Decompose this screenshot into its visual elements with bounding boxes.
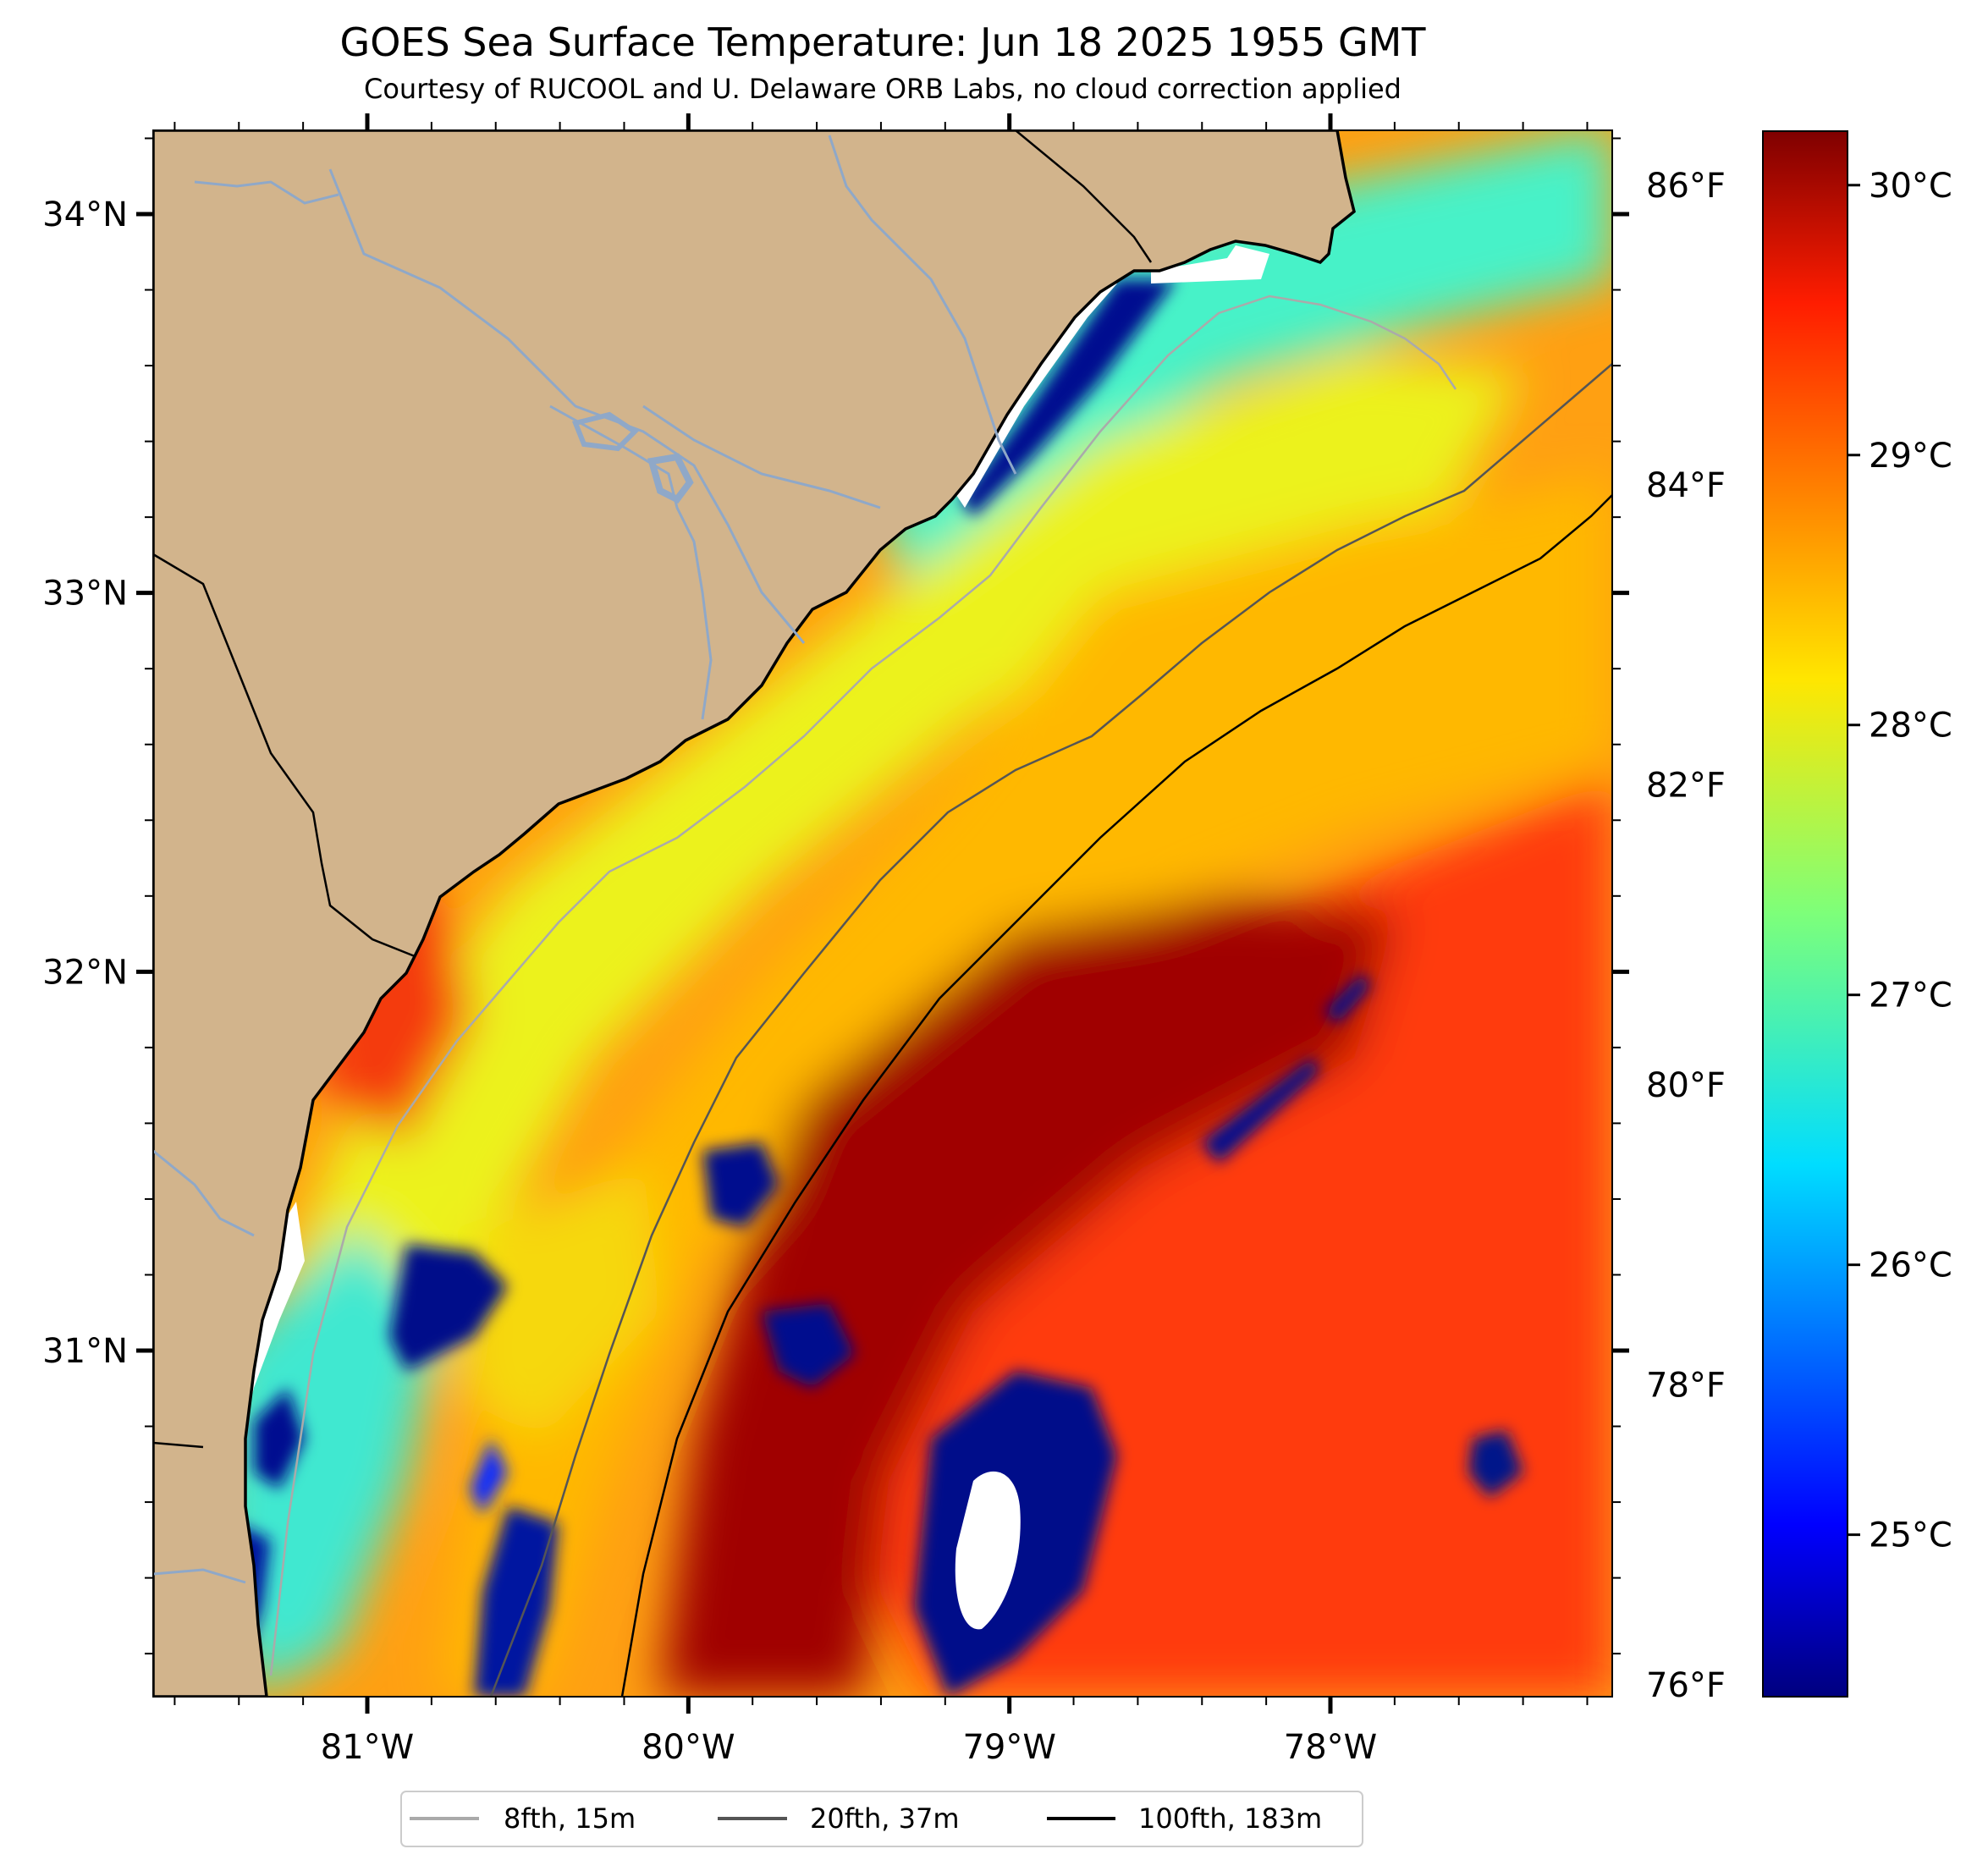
lat-tick-label: 33°N: [42, 575, 128, 614]
lat-tick-label: 31°N: [42, 1332, 128, 1371]
land-lines: [153, 130, 1153, 1584]
legend-item-100fth: 100fth, 183m: [1047, 1802, 1322, 1835]
colorbar-c-label: 28°C: [1869, 707, 1952, 746]
no-data-cloud: [955, 1471, 1021, 1630]
sst-orange-mid: [440, 474, 1612, 1697]
no-data-north-coast: [1151, 245, 1269, 283]
cold-patch-7: [1468, 1430, 1523, 1498]
lon-tick-label: 79°W: [962, 1728, 1055, 1767]
legend-item-20fth: 20fth, 37m: [718, 1802, 959, 1835]
colorbar-c-label: 27°C: [1869, 977, 1952, 1015]
sst-yellow-south-patch: [457, 1168, 660, 1439]
legend-item-8fth: 8fth, 15m: [410, 1802, 636, 1835]
lat-tick-label: 34°N: [42, 195, 128, 234]
map-subtitle: Courtesy of RUCOOL and U. Delaware ORB L…: [364, 73, 1402, 105]
lat-tick-label: 32°N: [42, 953, 128, 992]
contour-legend: 8fth, 15m 20fth, 37m 100fth, 183m: [400, 1791, 1363, 1847]
lake-1: [571, 411, 639, 452]
colorbar-f-label: 86°F: [1646, 167, 1726, 206]
cold-patch-3: [762, 1303, 855, 1388]
map-frame: [152, 129, 1613, 1698]
cold-patch-1: [389, 1244, 508, 1371]
legend-label-100fth: 100fth, 183m: [1138, 1802, 1322, 1835]
colorbar-c-label: 30°C: [1869, 167, 1952, 206]
river-1: [194, 180, 339, 205]
legend-label-8fth: 8fth, 15m: [504, 1802, 636, 1835]
contour-8fth: [269, 294, 1457, 1676]
colorbar-f-label: 82°F: [1646, 767, 1726, 806]
map-axis-ticks: 34°N 33°N 32°N 31°N 81°W 80°W 79°W 78°W: [42, 113, 1629, 1767]
map-area: [153, 130, 1612, 1697]
river-5: [549, 404, 713, 720]
cold-streak-2: [1324, 973, 1371, 1024]
river-7: [153, 1568, 246, 1584]
border-sc-nc: [1015, 130, 1153, 263]
cold-patch-8: [254, 1388, 305, 1489]
colorbar-f-label: 80°F: [1646, 1066, 1726, 1105]
river-4: [642, 404, 881, 509]
colorbar-c-label: 25°C: [1869, 1516, 1952, 1555]
land-mass: [153, 130, 1356, 1697]
border-ga-fl: [153, 1441, 204, 1449]
legend-box: [400, 1791, 1363, 1847]
contour-20fth: [489, 363, 1612, 1697]
colorbar-c-label: 26°C: [1869, 1246, 1952, 1285]
cold-nearshore-north: [961, 279, 1176, 516]
bathymetry-contours: [269, 294, 1612, 1697]
map-title: GOES Sea Surface Temperature: Jun 18 202…: [340, 19, 1427, 65]
colorbar-f-label: 76°F: [1646, 1666, 1726, 1705]
lon-tick-label: 78°W: [1284, 1728, 1377, 1767]
lon-tick-label: 80°W: [642, 1728, 735, 1767]
cold-patch-2: [702, 1142, 779, 1227]
contour-100fth: [620, 494, 1612, 1697]
cold-patch-5: [474, 1506, 559, 1697]
colorbar: [1762, 130, 1848, 1698]
river-6: [153, 1149, 255, 1237]
colorbar-f-label: 78°F: [1646, 1366, 1726, 1405]
colorbar-c-label: 29°C: [1869, 437, 1952, 476]
colorbar-f-label: 84°F: [1646, 466, 1726, 505]
lon-tick-label: 81°W: [321, 1728, 414, 1767]
cold-streak-1: [1202, 1058, 1320, 1164]
river-2: [328, 168, 806, 644]
colorbar-ticks: 30°C 29°C 28°C 27°C 26°C 25°C 86°F 84°F 82°F 80°F…: [1646, 167, 1952, 1705]
lake-2: [647, 453, 694, 504]
river-3: [828, 135, 1017, 475]
no-data-nearshore: [948, 283, 1117, 508]
border-ga-sc: [153, 553, 416, 958]
sst-darkred-gulfstream: [660, 897, 1396, 1697]
cold-patch-4: [470, 1439, 508, 1515]
legend-label-20fth: 20fth, 37m: [810, 1802, 959, 1835]
